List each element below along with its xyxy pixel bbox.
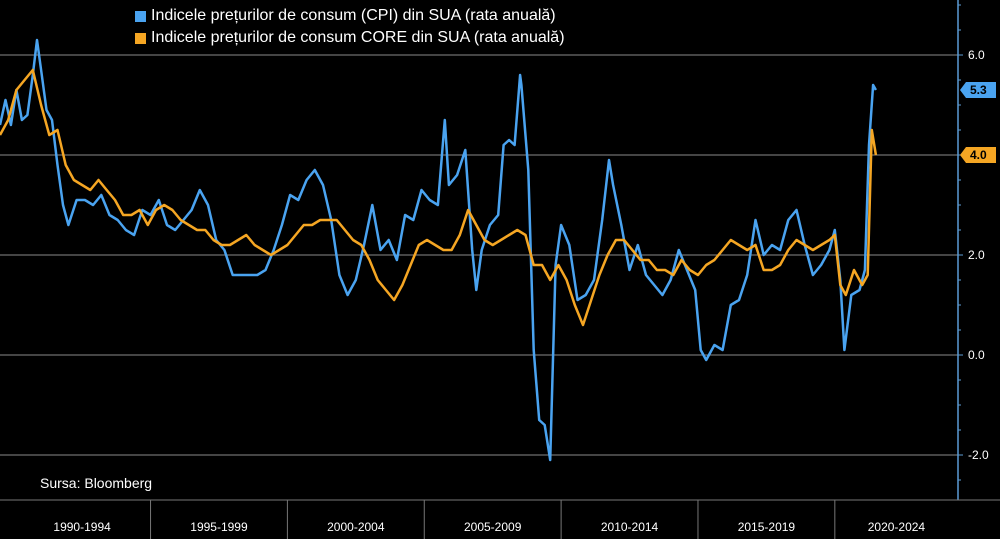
y-tick-label: -2.0 xyxy=(968,448,989,462)
legend-swatch-cpi xyxy=(135,10,146,22)
last-value-label: 5.3 xyxy=(970,83,987,97)
legend-swatch-core xyxy=(135,32,146,44)
last-value-labels: 5.3 4.0 xyxy=(960,82,996,163)
legend-label-cpi: Indicele prețurilor de consum (CPI) din … xyxy=(151,7,556,24)
legend-item-cpi: Indicele prețurilor de consum (CPI) din … xyxy=(135,5,565,27)
x-tick-label: 2010-2014 xyxy=(601,520,659,534)
x-tick-label: 2005-2009 xyxy=(464,520,522,534)
y-tick-label: 0.0 xyxy=(968,348,985,362)
x-tick-label: 2000-2004 xyxy=(327,520,385,534)
last-value-flag xyxy=(960,147,996,163)
last-value-flag xyxy=(960,82,996,98)
last-value-label: 4.0 xyxy=(970,148,987,162)
legend: Indicele prețurilor de consum (CPI) din … xyxy=(135,5,565,49)
x-tick-label: 2015-2019 xyxy=(738,520,796,534)
series-lines xyxy=(0,38,878,462)
series-line-core xyxy=(0,68,878,327)
gridlines xyxy=(0,54,958,456)
y-tick-label: 6.0 xyxy=(968,48,985,62)
x-axis: 1990-1994 1995-1999 2000-2004 2005-2009 2010… xyxy=(0,499,1000,539)
x-tick-label: 1995-1999 xyxy=(190,520,248,534)
y-axis: 6.0 4.0 2.0 0.0 -2.0 xyxy=(957,0,989,500)
series-line-cpi xyxy=(0,38,877,462)
legend-label-core: Indicele prețurilor de consum CORE din S… xyxy=(151,29,565,46)
x-tick-label: 1990-1994 xyxy=(53,520,111,534)
x-tick-label: 2020-2024 xyxy=(868,520,926,534)
y-tick-label: 2.0 xyxy=(968,248,985,262)
legend-item-core: Indicele prețurilor de consum CORE din S… xyxy=(135,27,565,49)
source-note: Sursa: Bloomberg xyxy=(40,475,153,491)
